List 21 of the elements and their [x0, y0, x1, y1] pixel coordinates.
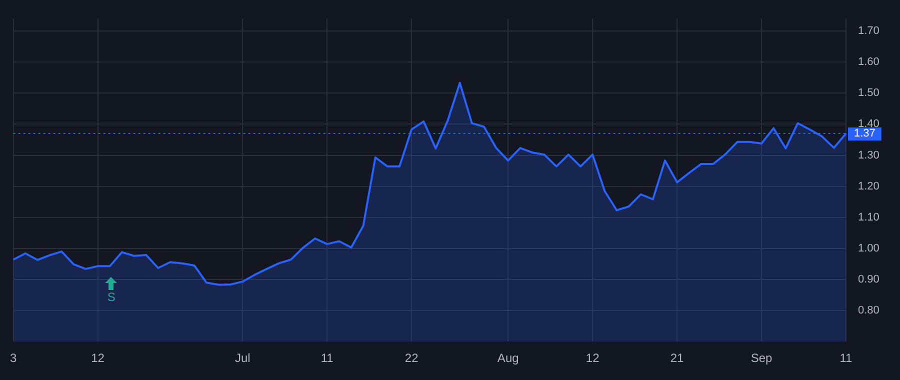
x-tick-label: Jul [234, 351, 250, 366]
y-tick-label: 1.30 [858, 149, 880, 162]
x-tick-label: 3 [10, 351, 17, 366]
annotation: S [107, 290, 116, 304]
y-tick-label: 1.00 [858, 242, 880, 254]
y-tick-label: 0.80 [858, 304, 880, 317]
y-tick-label: 1.50 [858, 87, 880, 100]
x-tick-label: 12 [91, 351, 105, 366]
x-tick-label: 21 [670, 351, 684, 366]
x-tick-label: Sep [750, 351, 773, 366]
y-tick-label: 1.10 [858, 211, 880, 224]
y-tick-label: 1.70 [858, 25, 880, 38]
x-tick-label: 11 [320, 351, 334, 366]
x-tick-label: Aug [497, 351, 519, 366]
x-tick-label: 11 [840, 351, 853, 366]
x-tick-label: 12 [586, 351, 600, 366]
y-tick-label: 0.90 [858, 274, 880, 286]
y-tick-label: 1.60 [858, 56, 880, 68]
y-tick-label: 1.20 [858, 180, 880, 192]
ref-line-label: 1.37 [854, 128, 876, 140]
x-tick-label: 22 [404, 351, 419, 366]
